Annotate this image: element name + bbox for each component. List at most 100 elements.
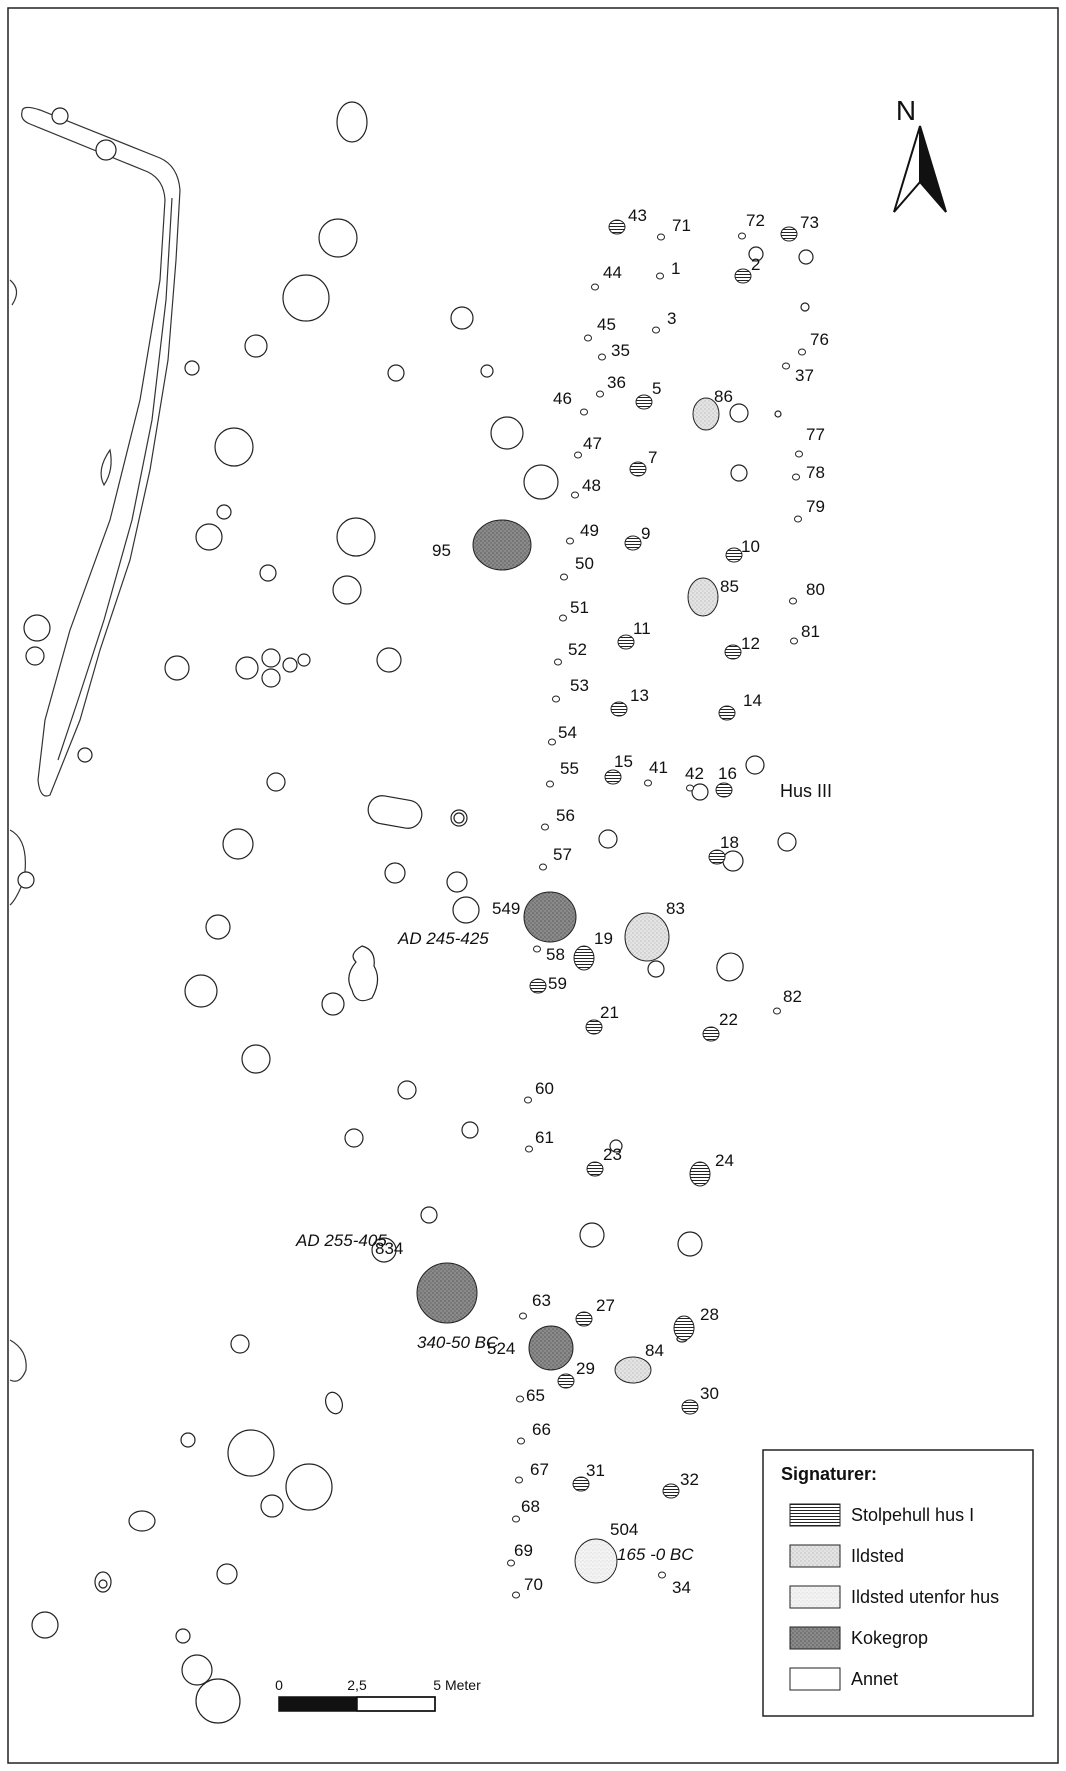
hearth-504 [574,1538,618,1584]
post-label-55: 55 [560,759,579,778]
post-hole-24 [689,1161,711,1187]
post-hole-52 [554,658,562,666]
post-label-44: 44 [603,263,622,282]
hearth-524 [528,1325,574,1371]
post-hole-61 [525,1145,533,1153]
post-label-73: 73 [800,213,819,232]
post-hole-55 [546,780,554,788]
post-hole-81 [790,637,798,645]
post-hole-9 [624,535,642,551]
legend-swatch-ildsted-utenfor [789,1585,841,1609]
post-hole-12 [724,644,742,660]
svg-text:N: N [896,95,916,126]
post-label-32: 32 [680,1470,699,1489]
post-label-21: 21 [600,1003,619,1022]
post-hole-51 [559,614,567,622]
post-hole-53 [552,695,560,703]
legend-label-stolpehull: Stolpehull hus I [851,1505,974,1525]
post-hole-79 [794,515,802,523]
post-label-34: 34 [672,1578,691,1597]
hearth-label-95: 95 [432,541,451,560]
post-hole-58 [533,945,541,953]
post-hole-50 [560,573,568,581]
hearth-label-524: 524 [487,1339,515,1358]
post-hole-31 [572,1476,590,1492]
post-hole-2 [734,268,752,284]
post-label-58: 58 [546,945,565,964]
post-hole-15 [604,769,622,785]
post-hole-19 [573,945,595,971]
hearth-85 [687,577,719,617]
post-label-37: 37 [795,366,814,385]
post-hole-28 [673,1315,695,1341]
post-hole-41 [644,779,652,787]
legend-label-kokegrop: Kokegrop [851,1628,928,1648]
hearth-549 [523,891,577,943]
post-label-9: 9 [641,524,650,543]
post-hole-30 [681,1399,699,1415]
post-label-30: 30 [700,1384,719,1403]
post-label-56: 56 [556,806,575,825]
post-hole-42 [686,784,694,792]
post-label-77: 77 [806,425,825,444]
post-label-63: 63 [532,1291,551,1310]
post-hole-70 [512,1591,520,1599]
post-hole-60 [524,1096,532,1104]
post-label-52: 52 [568,640,587,659]
post-label-3: 3 [667,309,676,328]
post-label-43: 43 [628,206,647,225]
post-label-48: 48 [582,476,601,495]
radiocarbon-dates: AD 245-425 AD 255-405 340-50 BC 165 -0 B… [295,929,694,1564]
post-hole-73 [780,226,798,242]
hearth-95 [472,519,532,571]
post-label-76: 76 [810,330,829,349]
post-label-66: 66 [532,1420,551,1439]
other-features [17,101,814,1724]
post-label-50: 50 [575,554,594,573]
legend-label-ildsted-utenfor: Ildsted utenfor hus [851,1587,999,1607]
post-hole-82 [773,1007,781,1015]
post-hole-44 [591,283,599,291]
legend-swatch-stolpehull [789,1503,841,1527]
hearth-label-86: 86 [714,387,733,406]
post-hole-46 [580,408,588,416]
post-label-82: 82 [783,987,802,1006]
date-524: 340-50 BC [417,1333,499,1352]
post-label-16: 16 [718,764,737,783]
post-label-19: 19 [594,929,613,948]
scale-bar: 0 2,5 5 Meter [275,1677,481,1712]
post-hole-13 [610,701,628,717]
legend-title: Signaturer: [781,1464,877,1484]
post-label-46: 46 [553,389,572,408]
post-label-22: 22 [719,1010,738,1029]
post-hole-21 [585,1019,603,1035]
hearth-84 [614,1356,652,1384]
hearth-label-83: 83 [666,899,685,918]
post-label-54: 54 [558,723,577,742]
post-hole-11 [617,634,635,650]
post-hole-76 [798,348,806,356]
post-hole-29 [557,1373,575,1389]
post-label-42: 42 [685,764,704,783]
post-label-31: 31 [586,1461,605,1480]
post-hole-78 [792,473,800,481]
post-label-71: 71 [672,216,691,235]
post-hole-34 [658,1571,666,1579]
post-label-29: 29 [576,1359,595,1378]
hearth-834 [416,1262,478,1324]
legend-swatch-kokegrop [789,1626,841,1650]
post-label-60: 60 [535,1079,554,1098]
post-hole-14 [718,705,736,721]
hearth-86 [692,397,720,431]
legend: Signaturer: Stolpehull hus I Ildsted Ild… [762,1449,1034,1717]
post-label-47: 47 [583,434,602,453]
post-hole-36 [596,390,604,398]
post-label-36: 36 [607,373,626,392]
post-hole-48 [571,491,579,499]
post-label-5: 5 [652,379,661,398]
post-label-80: 80 [806,580,825,599]
post-label-59: 59 [548,974,567,993]
post-label-70: 70 [524,1575,543,1594]
post-hole-16 [715,782,733,798]
